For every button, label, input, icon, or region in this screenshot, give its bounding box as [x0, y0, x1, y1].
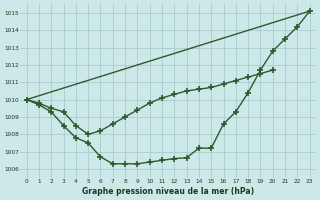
X-axis label: Graphe pression niveau de la mer (hPa): Graphe pression niveau de la mer (hPa): [82, 187, 254, 196]
